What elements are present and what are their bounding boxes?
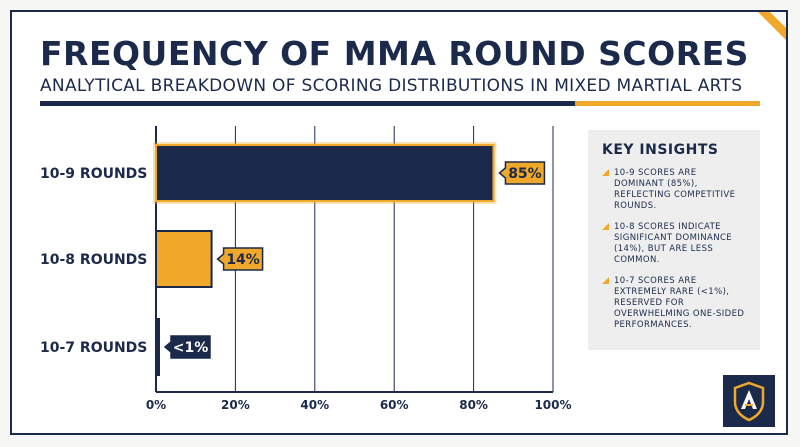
x-tick-label: 40%	[300, 398, 329, 412]
shield-logo-icon	[723, 375, 775, 427]
triangle-bullet-icon	[602, 277, 609, 284]
data-label: 85%	[508, 166, 542, 182]
data-label-tag	[163, 335, 211, 359]
title-rule-navy	[40, 101, 575, 106]
bars	[153, 142, 497, 376]
insight-item: 10-8 scores indicate significant dominan…	[602, 222, 748, 266]
triangle-bullet-icon	[602, 169, 609, 176]
category-label: 10-9 ROUNDS	[40, 166, 147, 182]
x-tick-label: 80%	[459, 398, 488, 412]
bar	[155, 144, 495, 202]
insight-text: 10-9 scores are dominant (85%), reflecti…	[614, 168, 736, 211]
x-tick-label: 0%	[146, 398, 166, 412]
insight-text: 10-8 scores indicate significant dominan…	[614, 222, 733, 265]
page-subtitle: ANALYTICAL BREAKDOWN OF SCORING DISTRIBU…	[40, 76, 743, 96]
insight-item: 10-7 scores are extremely rare (<1%), re…	[602, 276, 748, 331]
data-label: 14%	[226, 252, 260, 268]
bar	[155, 318, 160, 376]
data-label-tag	[216, 247, 264, 271]
x-tick-label: 60%	[380, 398, 409, 412]
category-label: 10-8 ROUNDS	[40, 252, 147, 268]
key-insights-title: KEY INSIGHTS	[602, 142, 719, 158]
bar	[155, 230, 213, 288]
x-tick-labels: 0% 20% 40% 60% 80% 100%	[146, 398, 572, 412]
insight-item: 10-9 scores are dominant (85%), reflecti…	[602, 168, 748, 212]
shield-logo-graphic	[733, 381, 765, 422]
category-label: 10-7 ROUNDS	[40, 340, 147, 356]
category-labels: 10-9 ROUNDS 10-8 ROUNDS 10-7 ROUNDS	[40, 166, 147, 356]
corner-accent-inner	[770, 12, 786, 28]
data-label-tag	[498, 161, 546, 185]
data-label: <1%	[173, 340, 209, 356]
triangle-bullet-icon	[602, 223, 609, 230]
insight-text: 10-7 scores are extremely rare (<1%), re…	[614, 276, 745, 330]
x-tick-label: 100%	[534, 398, 571, 412]
x-tick-label: 20%	[221, 398, 250, 412]
page-title: FREQUENCY OF MMA ROUND SCORES	[40, 34, 749, 73]
data-labels: 85% 14% <1%	[163, 161, 546, 359]
key-insights-panel: KEY INSIGHTS 10-9 scores are dominant (8…	[588, 130, 760, 350]
title-rule-gold	[575, 101, 760, 106]
